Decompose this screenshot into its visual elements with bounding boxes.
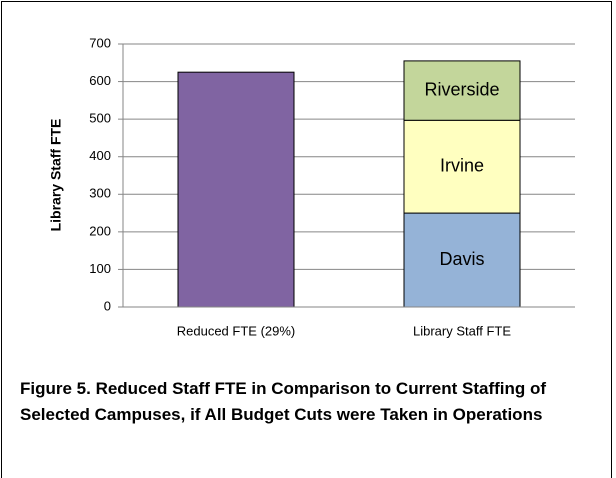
y-tick-label: 400	[89, 148, 111, 163]
x-tick-label: Reduced FTE (29%)	[177, 323, 296, 338]
segment-label: Irvine	[440, 155, 484, 175]
bar-segment	[403, 60, 521, 121]
y-tick-label: 0	[104, 298, 111, 313]
bar-segment	[403, 212, 521, 308]
x-tick-label: Library Staff FTE	[413, 323, 511, 338]
y-axis-label: Library Staff FTE	[48, 119, 64, 232]
chart-title: Figure 5. Reduced Staff FTE in Compariso…	[20, 379, 547, 424]
y-tick-label: 200	[89, 223, 111, 238]
y-tick-label: 300	[89, 186, 111, 201]
segment-label: Davis	[439, 249, 484, 269]
y-tick-label: 100	[89, 261, 111, 276]
y-tick-label: 500	[89, 111, 111, 126]
segment-label: Riverside	[424, 79, 499, 99]
bar-segment	[177, 71, 295, 308]
y-tick-label: 600	[89, 73, 111, 88]
bar-segment	[403, 119, 521, 214]
y-tick-label: 700	[89, 35, 111, 50]
